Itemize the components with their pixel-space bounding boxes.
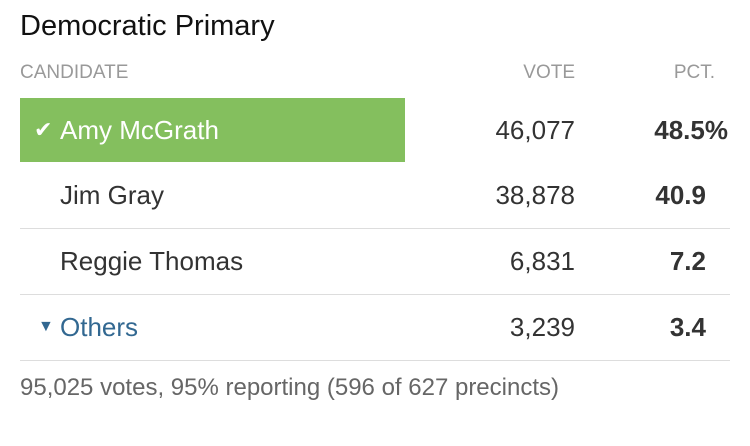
pct: 40.9 — [655, 180, 706, 210]
row: Reggie Thomas 6,831 7.2 — [20, 229, 730, 295]
divider — [20, 228, 730, 229]
divider — [20, 294, 730, 295]
pct: 3.4 — [669, 312, 706, 342]
check-icon: ✔ — [34, 117, 53, 142]
row: ✔ Amy McGrath 46,077 48.5% — [20, 98, 730, 164]
candidate: Reggie Thomas — [60, 246, 244, 276]
candidate-toggle[interactable]: Others — [60, 312, 139, 342]
column-header: PCT. — [673, 62, 715, 83]
winner-highlight — [20, 98, 405, 162]
vote: 46,077 — [495, 115, 575, 145]
vote: 38,878 — [495, 180, 575, 210]
pct: 7.2 — [669, 246, 706, 276]
expand-icon[interactable]: ▼ — [38, 318, 54, 335]
row: Jim Gray 38,878 40.9 — [20, 163, 730, 229]
pct: 48.5% — [654, 115, 728, 145]
vote: 6,831 — [509, 246, 575, 276]
title: Democratic Primary — [20, 10, 275, 42]
footer-note: 95,025 votes, 95% reporting (596 of 627 … — [20, 374, 559, 401]
divider — [20, 360, 730, 361]
candidate: Amy McGrath — [60, 115, 219, 145]
column-header: VOTE — [523, 62, 575, 83]
candidate: Jim Gray — [60, 180, 164, 210]
row[interactable]: ▼ Others 3,239 3.4 — [20, 295, 730, 361]
vote: 3,239 — [509, 312, 575, 342]
column-header: CANDIDATE — [20, 62, 129, 83]
